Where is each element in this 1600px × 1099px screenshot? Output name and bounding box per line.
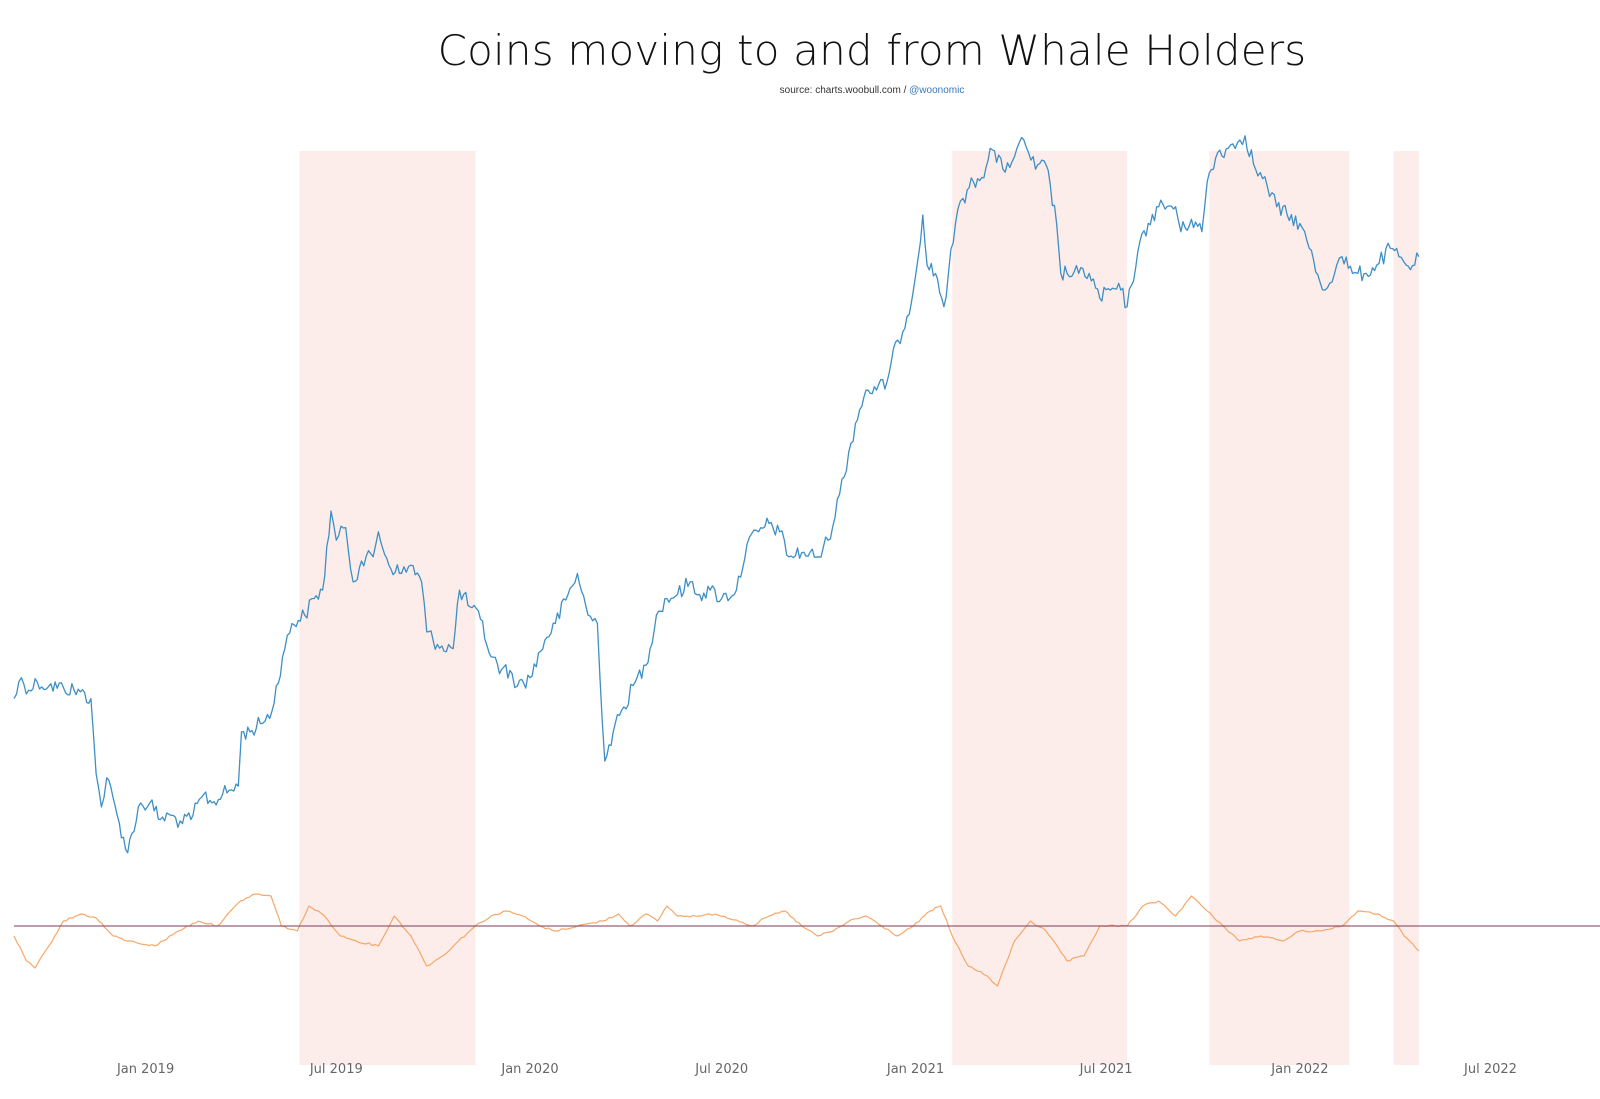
- x-tick-label-5: Jan 2021: [886, 1062, 944, 1077]
- x-tick-label-2: Jul 2019: [309, 1062, 363, 1077]
- x-tick-label-4: Jul 2020: [694, 1062, 748, 1077]
- shaded-periods: [299, 151, 1419, 1065]
- chart-subtitle: source: charts.woobull.com / @woonomic: [0, 85, 1600, 96]
- price-line: [13, 135, 1420, 854]
- shaded-period-2: [952, 151, 1128, 1065]
- subtitle-source: source: charts.woobull.com /: [779, 85, 907, 96]
- subtitle-handle-link[interactable]: @woonomic: [909, 85, 965, 96]
- x-tick-label-7: Jan 2022: [1270, 1062, 1328, 1077]
- x-tick-label-3: Jan 2020: [500, 1062, 558, 1077]
- x-axis: Jan 2019 Jul 2019 Jan 2020 Jul 2020 Jan 2021…: [116, 1062, 1517, 1077]
- shaded-period-3: [1209, 151, 1350, 1065]
- chart-title: Coins moving to and from Whale Holders: [437, 26, 1307, 75]
- shaded-period-4: [1393, 151, 1419, 1065]
- x-tick-label-1: Jan 2019: [116, 1062, 174, 1077]
- shaded-period-1: [299, 151, 476, 1065]
- series-lines: [13, 135, 1420, 987]
- whale-flow-line: [13, 893, 1420, 987]
- x-tick-label-8: Jul 2022: [1463, 1062, 1517, 1077]
- x-tick-label-6: Jul 2021: [1079, 1062, 1133, 1077]
